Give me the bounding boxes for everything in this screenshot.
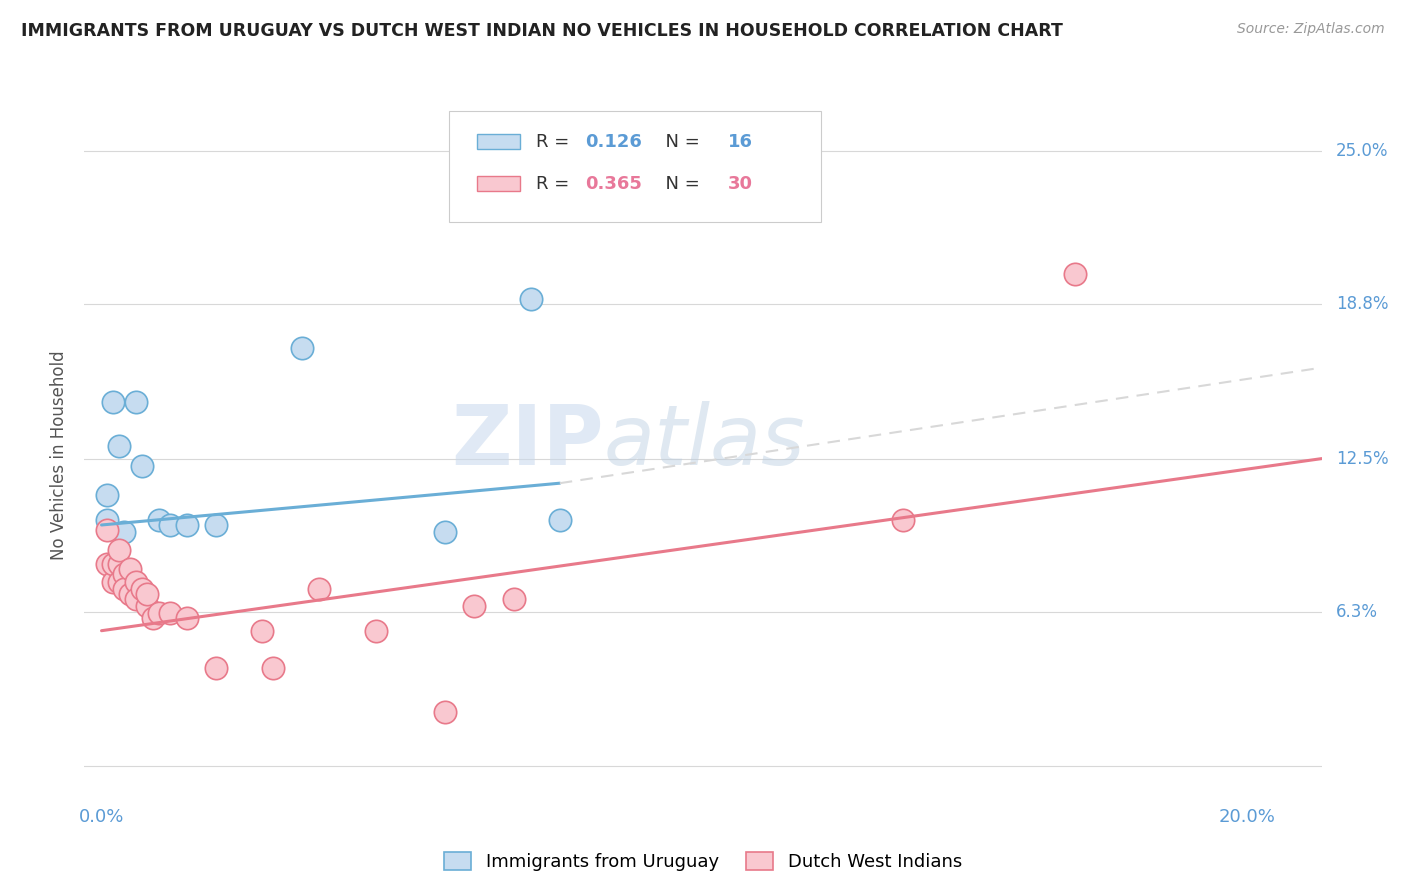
Text: 30: 30 [728,175,752,193]
Point [131,458,153,473]
Point [107,574,129,589]
Point [120,562,142,576]
Point [125,591,148,606]
Point [107,558,129,572]
Point [120,587,142,601]
Y-axis label: No Vehicles in Household: No Vehicles in Household [51,350,69,560]
Point [205,660,228,674]
Point [101,558,124,572]
FancyBboxPatch shape [450,111,821,222]
Text: 18.8%: 18.8% [1336,294,1388,313]
Point [136,587,159,601]
Point [101,395,124,409]
Point [148,607,170,621]
Point [142,611,165,625]
Text: 25.0%: 25.0% [1336,143,1388,161]
Text: 16: 16 [728,133,752,151]
Text: 6.3%: 6.3% [1336,603,1378,621]
Text: R =: R = [536,133,575,151]
Text: atlas: atlas [605,401,806,482]
Point [96,523,118,537]
Text: R =: R = [536,175,575,193]
Point [96,488,118,502]
Text: N =: N = [654,133,704,151]
Point [176,518,198,533]
Point [548,513,571,527]
Text: 0.126: 0.126 [585,133,643,151]
Point [503,591,526,606]
Point [434,525,457,540]
Point [96,513,118,527]
Point [96,558,118,572]
Text: IMMIGRANTS FROM URUGUAY VS DUTCH WEST INDIAN NO VEHICLES IN HOUSEHOLD CORRELATIO: IMMIGRANTS FROM URUGUAY VS DUTCH WEST IN… [21,22,1063,40]
Point [893,513,915,527]
Point [107,439,129,453]
Point [366,624,388,638]
Point [114,582,136,596]
Point [463,599,485,614]
Point [125,395,148,409]
Point [114,525,136,540]
Point [262,660,284,674]
Text: 12.5%: 12.5% [1336,450,1388,467]
Point [250,624,273,638]
Point [159,518,181,533]
Point [131,582,153,596]
Text: 0.365: 0.365 [585,175,643,193]
Text: ZIP: ZIP [451,401,605,482]
Point [136,599,159,614]
Point [101,574,124,589]
Point [308,582,330,596]
Point [176,611,198,625]
Legend: Immigrants from Uruguay, Dutch West Indians: Immigrants from Uruguay, Dutch West Indi… [437,845,969,879]
Point [107,542,129,557]
FancyBboxPatch shape [477,176,520,191]
Point [148,513,170,527]
Point [159,607,181,621]
FancyBboxPatch shape [477,134,520,150]
Point [114,567,136,582]
Point [125,574,148,589]
Text: Source: ZipAtlas.com: Source: ZipAtlas.com [1237,22,1385,37]
Point [434,705,457,719]
Point [1064,267,1087,281]
Point [291,341,314,355]
Text: N =: N = [654,175,704,193]
Point [520,292,543,306]
Point [205,518,228,533]
